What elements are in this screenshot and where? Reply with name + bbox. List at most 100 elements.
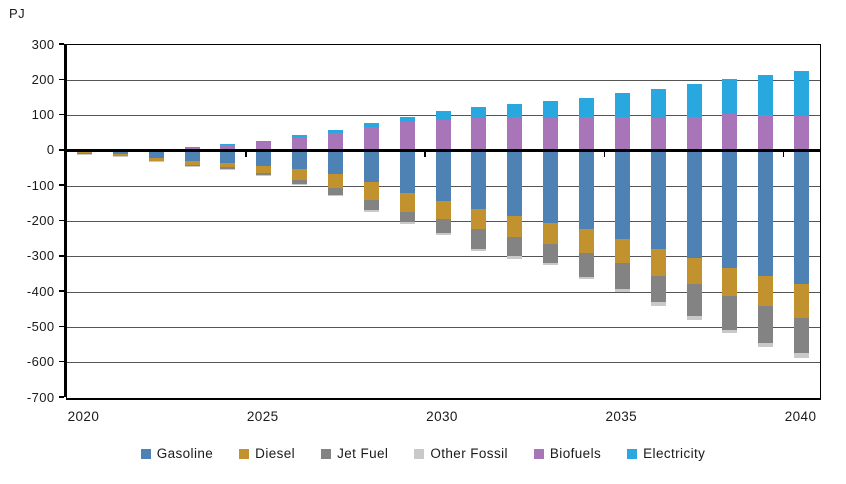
- legend-label-gasoline: Gasoline: [156, 446, 214, 461]
- bar-segment-diesel-2038: [722, 267, 738, 296]
- bar-segment-diesel-2035: [614, 239, 630, 263]
- x-axis-tick-label-2020: 2020: [67, 409, 100, 424]
- bar-segment-other-fossil-2030: [435, 233, 451, 235]
- bar-segment-other-fossil-2022: [148, 161, 164, 163]
- bar-segment-gasoline-2032: [507, 150, 523, 217]
- x-axis-tick-label-2040: 2040: [784, 409, 817, 424]
- bar-segment-biofuels-2030: [435, 119, 451, 151]
- legend-swatch-gasoline: [140, 448, 151, 459]
- bar-segment-electricity-2037: [686, 83, 702, 117]
- bar-segment-other-fossil-2031: [471, 248, 487, 251]
- bar-segment-biofuels-2037: [686, 116, 702, 151]
- y-axis-tick-label--200: -200: [26, 213, 55, 228]
- legend-swatch-other-fossil: [414, 448, 425, 459]
- bar-segment-gasoline-2028: [363, 150, 379, 182]
- zero-axis-category-tick: [424, 152, 426, 158]
- x-axis-tick-label-2025: 2025: [246, 409, 279, 424]
- bar-segment-other-fossil-2029: [399, 221, 415, 224]
- bar-segment-gasoline-2027: [327, 150, 343, 175]
- y-axis-tick: [58, 255, 64, 257]
- bar-segment-jet-fuel-2023: [184, 165, 200, 167]
- legend-item-gasoline: Gasoline: [140, 446, 214, 461]
- bar-segment-electricity-2039: [758, 74, 774, 115]
- bar-segment-other-fossil-2040: [794, 353, 810, 358]
- bar-segment-gasoline-2026: [292, 150, 308, 170]
- y-axis-tick: [58, 184, 64, 186]
- gridline--600: [66, 362, 820, 364]
- y-axis-tick-label-0: 0: [46, 142, 55, 158]
- legend-item-electricity: Electricity: [627, 446, 705, 461]
- bar-segment-other-fossil-2027: [327, 195, 343, 197]
- bar-segment-biofuels-2024: [220, 145, 236, 151]
- bar-segment-other-fossil-2026: [292, 183, 308, 185]
- y-axis-tick-label--100: -100: [26, 177, 55, 193]
- bar-segment-diesel-2040: [794, 284, 810, 318]
- legend: Gasoline Diesel Jet Fuel Other Fossil Biofue…: [0, 446, 846, 461]
- zero-axis-line: [66, 149, 820, 153]
- bar-segment-gasoline-2040: [794, 150, 810, 285]
- bar-segment-diesel-2024: [220, 162, 236, 168]
- bar-segment-electricity-2036: [650, 89, 666, 119]
- bar-segment-diesel-2022: [148, 157, 164, 162]
- gridline-200: [66, 79, 820, 81]
- bar-segment-jet-fuel-2030: [435, 219, 451, 234]
- bar-segment-other-fossil-2025: [256, 174, 272, 176]
- bar-segment-diesel-2025: [256, 166, 272, 174]
- legend-label-electricity: Electricity: [643, 446, 706, 461]
- bar-segment-diesel-2034: [578, 229, 594, 254]
- legend-item-jet-fuel: Jet Fuel: [321, 446, 388, 461]
- bar-segment-gasoline-2031: [471, 150, 487, 210]
- bar-segment-other-fossil-2032: [507, 256, 523, 259]
- gridline--400: [66, 291, 820, 293]
- bar-segment-electricity-2024: [220, 144, 236, 146]
- x-axis-tick-label-2030: 2030: [426, 409, 458, 424]
- bar-segment-diesel-2033: [543, 222, 559, 245]
- bar-segment-jet-fuel-2026: [292, 180, 308, 184]
- gridline--500: [66, 326, 820, 328]
- y-axis-tick-label-100: 100: [31, 107, 55, 123]
- bar-segment-electricity-2034: [578, 97, 594, 118]
- y-axis-tick: [58, 149, 64, 151]
- y-axis-line: [63, 44, 66, 397]
- legend-swatch-diesel: [239, 448, 250, 459]
- bar-segment-gasoline-2024: [220, 150, 236, 163]
- bar-segment-electricity-2030: [435, 111, 451, 120]
- bar-segment-other-fossil-2024: [220, 168, 236, 170]
- bar-segment-jet-fuel-2033: [543, 244, 559, 263]
- bar-segment-jet-fuel-2031: [471, 229, 487, 249]
- bar-segment-diesel-2026: [292, 169, 308, 181]
- bar-segment-other-fossil-2033: [543, 262, 559, 266]
- bar-segment-diesel-2027: [327, 174, 343, 189]
- bar-segment-electricity-2031: [471, 106, 487, 119]
- bar-segment-jet-fuel-2032: [507, 237, 523, 257]
- bar-segment-biofuels-2040: [794, 115, 810, 151]
- y-axis-tick-label-300: 300: [31, 36, 55, 52]
- y-axis-tick-label--400: -400: [26, 283, 55, 299]
- zero-axis-category-tick: [245, 152, 247, 158]
- bar-segment-diesel-2029: [399, 192, 415, 213]
- bar-segment-biofuels-2036: [650, 118, 666, 151]
- y-axis-tick: [58, 43, 64, 45]
- legend-label-jet-fuel: Jet Fuel: [337, 446, 389, 461]
- y-axis-tick: [58, 325, 64, 328]
- y-axis-tick-label--300: -300: [26, 248, 55, 264]
- y-axis-tick: [58, 113, 64, 116]
- bar-segment-jet-fuel-2025: [256, 173, 272, 175]
- bar-segment-jet-fuel-2035: [614, 262, 630, 289]
- bar-segment-diesel-2039: [758, 276, 774, 307]
- bar-segment-other-fossil-2035: [614, 288, 630, 293]
- legend-swatch-jet-fuel: [321, 448, 332, 459]
- zero-axis-category-tick: [782, 152, 785, 158]
- bar-segment-diesel-2030: [435, 201, 451, 220]
- bar-segment-gasoline-2039: [758, 150, 774, 277]
- bar-segment-gasoline-2033: [543, 150, 559, 223]
- y-axis-unit-label: PJ: [9, 6, 26, 21]
- bar-segment-other-fossil-2021: [112, 156, 128, 158]
- bar-segment-other-fossil-2028: [363, 210, 379, 212]
- bar-segment-other-fossil-2034: [578, 276, 594, 280]
- bar-segment-diesel-2020: [76, 151, 92, 154]
- bar-segment-gasoline-2037: [686, 150, 702, 258]
- bar-segment-electricity-2029: [399, 117, 415, 122]
- bar-segment-other-fossil-2020: [76, 153, 92, 155]
- bar-segment-biofuels-2029: [399, 121, 415, 151]
